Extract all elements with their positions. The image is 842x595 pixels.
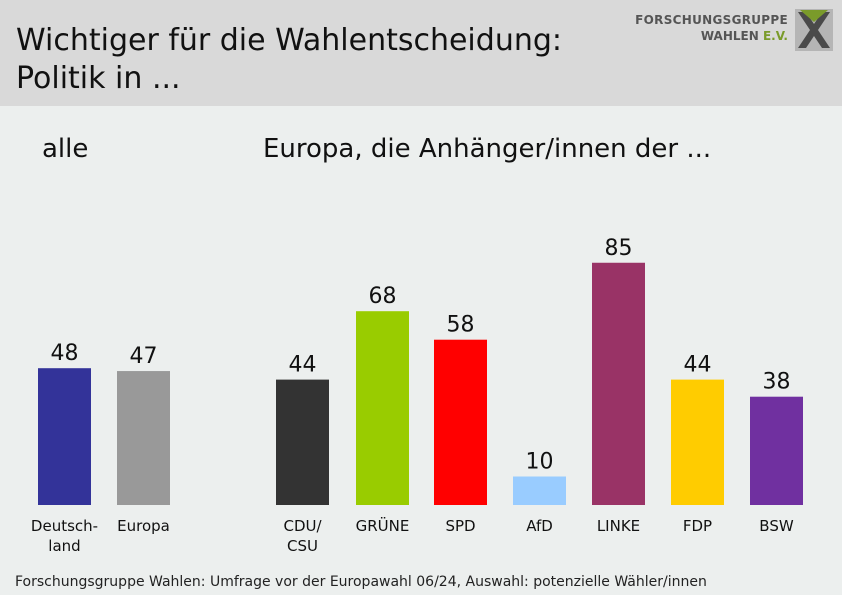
bar-spd <box>434 339 487 505</box>
bar-fdp <box>671 379 724 505</box>
logo-line2: WAHLEN E.V. <box>635 28 788 44</box>
bar-linke <box>592 262 645 505</box>
category-label-spd: SPD <box>445 517 475 535</box>
value-label-europa: 47 <box>130 344 158 369</box>
value-label-cdu-csu: 44 <box>289 353 317 378</box>
group-title-europe-supporters: Europa, die Anhänger/innen der ... <box>263 134 712 164</box>
bar-europa <box>117 371 170 505</box>
value-label-fdp: 44 <box>684 353 712 378</box>
category-label-bsw: BSW <box>759 517 794 535</box>
logo-text: FORSCHUNGSGRUPPE WAHLEN E.V. <box>635 12 788 44</box>
chart-title: Wichtiger für die Wahlentscheidung: Poli… <box>16 23 562 96</box>
value-label-bsw: 38 <box>763 370 791 395</box>
group-title-all: alle <box>42 134 89 164</box>
logo-line2-main: WAHLEN <box>700 29 763 43</box>
category-label-grüne: GRÜNE <box>356 516 410 535</box>
bar-bsw <box>750 396 803 505</box>
fgw-logo: FORSCHUNGSGRUPPE WAHLEN E.V. <box>635 8 834 52</box>
logo-line2-accent: E.V. <box>762 29 788 43</box>
bar-cdu-csu <box>276 379 329 505</box>
value-label-spd: 58 <box>447 313 475 338</box>
value-label-deutsch-land: 48 <box>51 341 79 366</box>
category-label-linke: LINKE <box>597 517 640 535</box>
bar-deutsch-land <box>38 368 91 505</box>
value-label-grüne: 68 <box>369 284 397 309</box>
bar-afd <box>513 476 566 505</box>
bar-grüne <box>356 311 409 505</box>
category-label-fdp: FDP <box>683 517 712 535</box>
header-band: Wichtiger für die Wahlentscheidung: Poli… <box>0 0 842 106</box>
category-label-afd: AfD <box>526 517 553 535</box>
logo-x-icon <box>795 9 833 51</box>
category-label-europa: Europa <box>117 517 170 535</box>
value-label-afd: 10 <box>526 450 554 475</box>
source-note: Forschungsgruppe Wahlen: Umfrage vor der… <box>15 574 707 590</box>
logo-line1: FORSCHUNGSGRUPPE <box>635 13 788 27</box>
value-label-linke: 85 <box>605 236 633 261</box>
category-label-cdu-csu: CDU/CSU <box>283 517 322 555</box>
category-label-deutsch-land: Deutsch-land <box>31 517 98 555</box>
